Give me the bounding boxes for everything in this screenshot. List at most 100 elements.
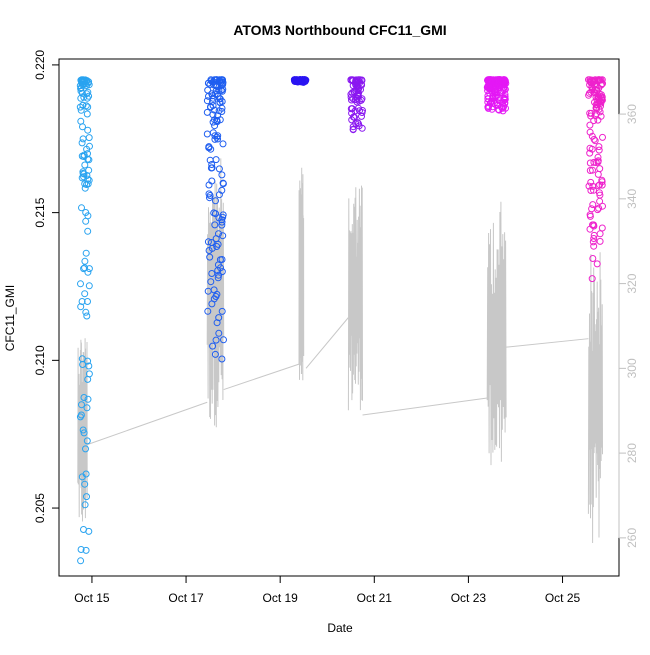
data-point <box>589 255 597 262</box>
data-point <box>588 145 596 153</box>
data-point <box>85 81 93 89</box>
data-point <box>599 133 606 141</box>
data-point <box>203 97 211 105</box>
data-point <box>211 221 219 229</box>
data-point <box>207 278 215 286</box>
data-point <box>85 527 93 535</box>
data-point <box>78 152 86 160</box>
data-point <box>84 126 92 134</box>
plot-frame <box>58 58 620 577</box>
x-tick-label: Oct 25 <box>545 591 581 605</box>
data-point <box>209 342 217 350</box>
data-point <box>589 85 597 93</box>
data-point <box>204 307 212 315</box>
y-axis: 0.205 0.210 0.215 0.220 <box>33 50 60 523</box>
data-point <box>82 546 90 554</box>
x-axis-label: Date <box>327 621 353 635</box>
data-point <box>219 85 227 93</box>
data-point <box>590 78 598 86</box>
data-point <box>207 76 215 84</box>
data-point <box>596 165 604 173</box>
data-point <box>358 112 365 120</box>
data-point <box>347 105 355 113</box>
data-point <box>84 298 91 305</box>
data-point <box>77 106 85 114</box>
data-point <box>207 239 215 246</box>
data-point <box>77 303 85 311</box>
data-point <box>218 186 226 194</box>
data-point <box>80 394 88 401</box>
data-point <box>589 166 596 174</box>
data-point <box>208 161 216 168</box>
data-point <box>586 128 594 136</box>
data-point <box>590 186 597 194</box>
data-point <box>589 238 597 246</box>
data-point <box>85 370 93 378</box>
data-point <box>208 92 216 100</box>
data-point <box>355 76 363 84</box>
data-point <box>355 97 363 105</box>
data-point <box>585 182 593 190</box>
data-point <box>76 103 84 111</box>
data-point <box>500 95 508 103</box>
data-point <box>84 395 92 403</box>
data-point <box>83 145 91 153</box>
point-layer <box>76 76 606 565</box>
data-point <box>82 445 89 453</box>
data-point <box>589 182 597 190</box>
data-point <box>597 76 605 84</box>
data-point <box>349 126 357 134</box>
secondary-y-axis: 260 280 300 320 340 360 <box>618 104 639 548</box>
data-point <box>587 187 595 194</box>
y-tick-label: 0.220 <box>33 50 47 80</box>
data-point <box>205 247 213 254</box>
data-point <box>214 274 222 282</box>
data-point <box>204 287 212 295</box>
data-point <box>78 401 85 409</box>
data-point <box>297 76 305 84</box>
data-point <box>78 204 85 212</box>
data-point <box>212 156 220 164</box>
data-point <box>502 79 510 87</box>
data-point <box>595 204 603 212</box>
data-point <box>598 224 606 232</box>
data-point <box>204 238 212 246</box>
y-tick-label: 0.205 <box>33 493 47 523</box>
data-point <box>77 85 85 92</box>
data-point <box>80 429 88 437</box>
data-point <box>596 197 604 205</box>
series-2 <box>290 76 310 86</box>
data-point <box>215 271 223 279</box>
data-point <box>211 350 219 358</box>
data-point <box>82 308 90 316</box>
data-point <box>594 170 602 178</box>
data-point <box>77 280 84 288</box>
data-point <box>83 172 91 179</box>
data-point <box>300 77 308 85</box>
data-point <box>82 249 90 257</box>
secondary-connector-0 <box>87 401 208 446</box>
data-point <box>205 181 213 189</box>
data-point <box>77 117 85 125</box>
data-point <box>207 103 215 111</box>
data-point <box>205 92 212 100</box>
data-point <box>216 99 224 107</box>
data-point <box>355 89 363 97</box>
data-point <box>215 107 223 115</box>
data-point <box>216 116 224 124</box>
data-point <box>351 107 359 115</box>
data-point <box>596 237 604 245</box>
data-point <box>487 76 495 84</box>
data-point <box>211 106 218 114</box>
data-point <box>85 362 93 370</box>
data-point <box>218 221 226 229</box>
secondary-connector-3 <box>362 397 488 416</box>
data-point <box>205 143 213 151</box>
data-point <box>82 470 90 478</box>
data-point <box>590 158 598 166</box>
data-point <box>218 256 226 263</box>
data-point <box>205 190 213 198</box>
data-point <box>81 264 89 272</box>
data-point <box>588 205 596 213</box>
